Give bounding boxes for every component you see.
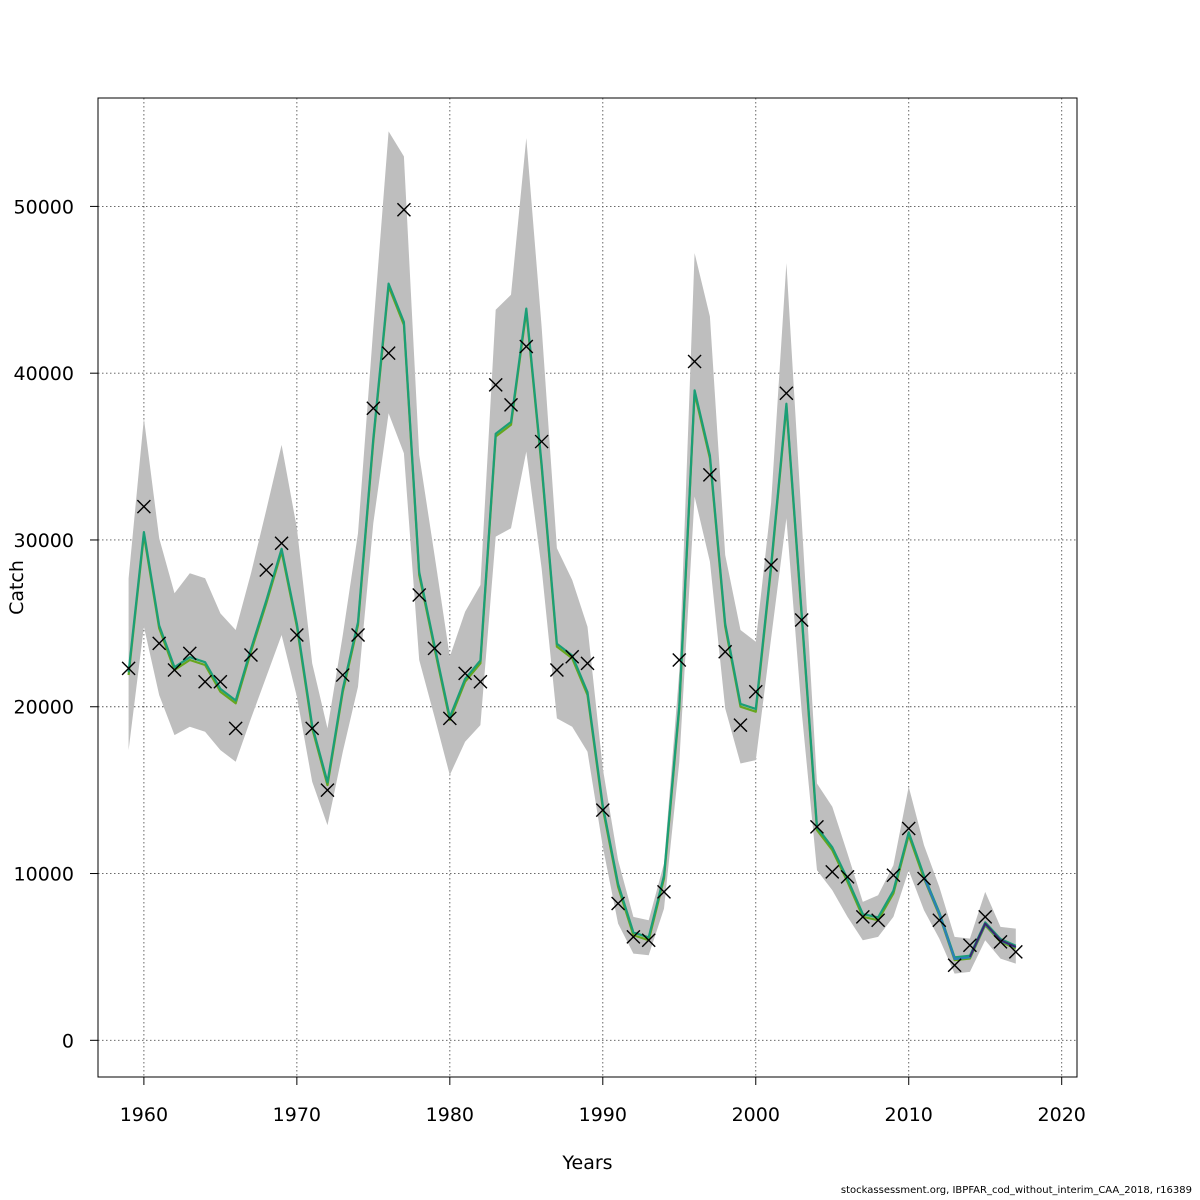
observed-point [488, 377, 503, 392]
observed-point [794, 613, 809, 628]
observed-point [121, 661, 136, 676]
confidence-band [128, 131, 1016, 974]
observed-point [320, 783, 335, 798]
y-tick-label: 20000 [14, 697, 74, 719]
source-footer: stockassessment.org, IBPFAR_cod_without_… [840, 1185, 1192, 1196]
observed-point [947, 958, 962, 973]
x-tick-label: 2000 [732, 1104, 780, 1126]
axes: 1960 1970 1980 1990 2000 2010 2020 0 10000 20000 3… [14, 196, 1086, 1126]
y-axis-label: Catch [6, 560, 28, 615]
observed-point [809, 819, 824, 834]
observed-point [381, 346, 396, 361]
x-tick-label: 2020 [1038, 1104, 1086, 1126]
x-axis-label: Years [561, 1152, 612, 1174]
grid-lines [98, 98, 1077, 1077]
fitted-series-line [127, 282, 1017, 959]
observed-point [396, 202, 411, 217]
observed-point [733, 718, 748, 733]
y-tick-label: 50000 [14, 196, 74, 218]
observed-point [825, 864, 840, 879]
observed-point [565, 649, 580, 664]
observed-point [152, 636, 167, 651]
observed-point [335, 668, 350, 683]
observed-point [764, 557, 779, 572]
observed-point [871, 913, 886, 928]
observed-point [886, 868, 901, 883]
observed-point [351, 628, 366, 643]
fitted-lines [127, 282, 1017, 962]
confidence-band-area [128, 131, 1016, 974]
observed-point [748, 684, 763, 699]
observed-point [228, 721, 243, 736]
observed-point [458, 666, 473, 681]
x-tick-label: 1960 [120, 1104, 168, 1126]
observed-point [243, 648, 258, 663]
observed-point [412, 588, 427, 603]
observed-point [136, 499, 151, 514]
observed-point [519, 339, 534, 354]
observed-point [1008, 944, 1023, 959]
observed-point [932, 913, 947, 928]
plot-frame [97, 97, 1078, 1078]
y-tick-label: 30000 [14, 530, 74, 552]
x-tick-label: 1980 [426, 1104, 474, 1126]
observed-point [259, 562, 274, 577]
observed-point [978, 909, 993, 924]
observed-point [595, 803, 610, 818]
observed-point [473, 674, 488, 689]
observed-point [580, 656, 595, 671]
y-tick-label: 40000 [14, 363, 74, 385]
observed-point [289, 628, 304, 643]
observed-point [549, 663, 564, 678]
observed-points [121, 202, 1023, 973]
observed-point [626, 929, 641, 944]
observed-point [855, 909, 870, 924]
observed-point [901, 821, 916, 836]
observed-point [611, 896, 626, 911]
observed-point [840, 869, 855, 884]
observed-point [687, 354, 702, 369]
observed-point [702, 467, 717, 482]
x-tick-label: 1970 [273, 1104, 321, 1126]
observed-point [917, 871, 932, 886]
y-tick-label: 10000 [14, 864, 74, 886]
observed-point [672, 653, 687, 668]
observed-point [213, 674, 228, 689]
x-tick-label: 2010 [885, 1104, 933, 1126]
observed-point [442, 711, 457, 726]
observed-point [962, 938, 977, 953]
observed-point [641, 933, 656, 948]
observed-point [779, 386, 794, 401]
fitted-series-line [968, 922, 1017, 958]
observed-point [274, 536, 289, 551]
x-tick-label: 1990 [579, 1104, 627, 1126]
observed-point [366, 401, 381, 416]
observed-point [182, 646, 197, 661]
observed-point [534, 434, 549, 449]
observed-point [656, 884, 671, 899]
y-tick-label: 0 [62, 1030, 74, 1052]
observed-point [504, 397, 519, 412]
observed-point [718, 644, 733, 659]
observed-point [305, 721, 320, 736]
observed-point [167, 663, 182, 678]
observed-point [993, 934, 1008, 949]
observed-point [427, 641, 442, 656]
observed-point [198, 674, 213, 689]
